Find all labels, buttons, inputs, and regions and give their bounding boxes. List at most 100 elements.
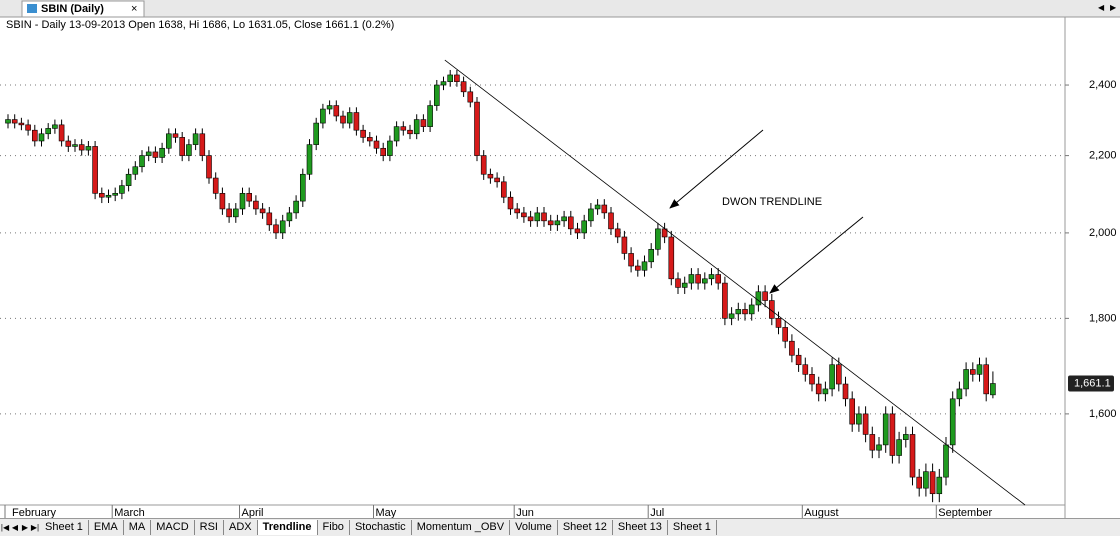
x-tick-label: Jun [516,507,534,518]
sheet-tab[interactable]: Sheet 1 [668,520,717,535]
y-tick-label: 1,600 [1089,408,1117,420]
candle-body [299,173,306,202]
candle-body [206,155,212,179]
candle-body [326,105,333,110]
candle-body [829,364,835,390]
nav-first[interactable]: |◀ [0,523,10,532]
candle-body [634,265,641,271]
candle-body [668,236,675,280]
candle-body [775,318,782,328]
candle-body [273,224,279,234]
candle-body [862,413,869,435]
sheet-tab[interactable]: Stochastic [350,520,412,535]
candle-body [990,383,996,396]
last-price-label: 1,661.1 [1074,377,1111,389]
sheet-tab[interactable]: MA [124,520,152,535]
candle-body [132,166,139,175]
candle-body [413,119,420,135]
sheet-tab[interactable]: Sheet 1 [40,520,89,535]
candle-body [85,146,92,151]
candle-body [976,364,983,375]
candle-body [889,413,896,456]
candle-body [112,193,118,196]
candle-body [293,200,299,214]
candle-body [621,236,628,254]
sheet-tab[interactable]: ADX [224,520,258,535]
candle-body [902,434,909,440]
candle-body [514,208,521,214]
candle-body [467,91,474,103]
candle-body [286,212,293,222]
candle-body [608,212,614,230]
nav-next[interactable]: ▶ [21,523,29,532]
candle-body [105,194,112,198]
sheet-tab[interactable]: Trendline [257,520,318,535]
candle-body [842,383,849,400]
candle-body [728,313,735,319]
sheet-tab[interactable]: Volume [510,520,558,535]
candle-body [447,74,454,82]
candle-body [561,216,567,222]
candle-body [192,133,199,145]
nav-prev[interactable]: ◀ [11,523,19,532]
candle-body [588,208,594,222]
candle-body [594,204,601,210]
candle-body [628,253,634,267]
candle-body [253,200,259,210]
candle-body [648,248,655,263]
candle-body [896,439,902,456]
candle-body [45,128,52,135]
candle-body [534,212,541,222]
arrow [769,216,864,294]
sheet-tab[interactable]: Sheet 13 [613,520,668,535]
candle-body [675,278,681,288]
candle-body [306,144,313,175]
sheet-tab[interactable]: Momentum _OBV [412,520,511,535]
candle-body [715,274,722,284]
candle-body [688,274,695,284]
x-tick-label: April [242,507,264,518]
candle-body [507,196,514,210]
candle-body [65,140,72,147]
candle-body [547,220,554,226]
candle-body [199,133,206,156]
candle-body [454,74,460,82]
candle-body [567,216,574,230]
candle-body [460,81,467,93]
sheet-tab[interactable]: RSI [195,520,224,535]
sheet-tab[interactable]: Fibo [318,520,350,535]
candle-body [373,140,380,149]
sheet-tab[interactable]: Sheet 12 [558,520,613,535]
candle-body [527,216,534,222]
candle-body [802,364,809,375]
candle-body [233,208,239,218]
candle-body [320,108,326,124]
tab-bar [0,0,1120,17]
sheet-tab[interactable]: EMA [89,520,124,535]
candle-body [500,181,507,198]
x-tick-label: August [804,507,838,518]
candle-body [969,369,976,375]
sheet-tab[interactable]: MACD [151,520,195,535]
candle-body [789,340,795,356]
candle-body [353,112,360,131]
candle-body [212,177,219,194]
candle-body [31,129,38,142]
candle-body [387,140,393,156]
candle-body [923,471,929,489]
x-tick-label: Jul [650,507,664,518]
candle-body [601,204,608,214]
candle-body [681,282,688,288]
x-tick-label: September [938,507,992,518]
tab-title: SBIN (Daily) [41,3,104,15]
scroll-left[interactable]: ◀ [1098,3,1105,12]
candle-body [956,388,963,400]
scroll-right[interactable]: ▶ [1110,3,1117,12]
candle-body [393,126,400,142]
candle-body [882,413,889,446]
candle-body [521,212,527,218]
candle-body [407,129,413,135]
tab-close[interactable]: × [131,3,137,15]
candle-body [78,144,85,151]
nav-last[interactable]: ▶| [30,523,40,532]
